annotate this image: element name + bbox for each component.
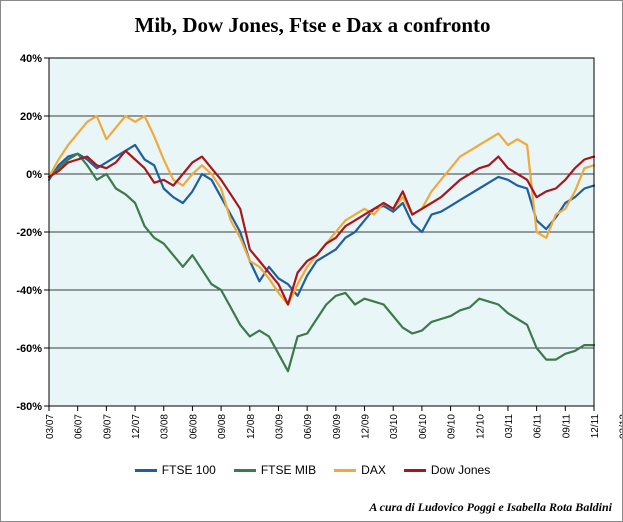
y-tick-label: -40% bbox=[16, 285, 42, 297]
y-tick-label: 40% bbox=[20, 53, 42, 65]
x-tick-label: 12/09 bbox=[361, 414, 372, 439]
legend-label: DAX bbox=[361, 463, 386, 477]
x-tick-label: 09/08 bbox=[217, 414, 228, 439]
series-lines bbox=[47, 114, 596, 373]
y-tick-label: -20% bbox=[16, 227, 42, 239]
x-tick-label: 12/10 bbox=[475, 414, 486, 439]
series-line-ftse-mib bbox=[47, 152, 596, 373]
plot-frame bbox=[48, 57, 595, 407]
legend-item: FTSE MIB bbox=[233, 463, 317, 477]
legend-swatch bbox=[134, 469, 157, 473]
x-tick-label: 06/10 bbox=[418, 414, 429, 439]
x-tick-label: 03/07 bbox=[45, 414, 56, 439]
x-tick-label: 03/11 bbox=[504, 414, 515, 439]
x-tick-label: 09/07 bbox=[102, 414, 113, 439]
y-tick-label: 20% bbox=[20, 111, 42, 123]
x-tick-label: 06/11 bbox=[533, 414, 544, 439]
x-tick-label: 12/11 bbox=[590, 414, 601, 439]
x-tick-label: 03/08 bbox=[160, 414, 171, 439]
legend-label: FTSE MIB bbox=[260, 463, 317, 477]
x-tick-label: 03/12 bbox=[619, 414, 623, 439]
x-tick-label: 12/07 bbox=[131, 414, 142, 439]
x-tick-label: 06/09 bbox=[303, 414, 314, 439]
legend-label: Dow Jones bbox=[430, 463, 491, 477]
legend-item: Dow Jones bbox=[403, 463, 491, 477]
legend-item: DAX bbox=[334, 463, 386, 477]
x-tick-label: 12/08 bbox=[246, 414, 257, 439]
x-tick-label: 09/10 bbox=[447, 414, 458, 439]
series-line-dow-jones bbox=[47, 149, 596, 306]
x-axis-ticks: 03/07 06/07 09/07 12/07 03/08 06/08 09/08 12/08… bbox=[45, 406, 623, 439]
legend-item: FTSE 100 bbox=[134, 463, 216, 477]
x-tick-label: 06/08 bbox=[188, 414, 199, 439]
legend-label: FTSE 100 bbox=[161, 463, 216, 477]
y-tick-label: -80% bbox=[16, 401, 42, 413]
credit-note: A cura di Ludovico Poggi e Isabella Rota… bbox=[369, 500, 612, 514]
x-tick-label: 03/09 bbox=[274, 414, 285, 439]
legend-swatch bbox=[233, 469, 256, 473]
y-tick-label: -60% bbox=[16, 343, 42, 355]
series-line-ftse-100 bbox=[47, 143, 596, 297]
chart-title: Mib, Dow Jones, Ftse e Dax a confronto bbox=[134, 13, 491, 37]
y-axis-ticks: 40% 20% 0% -20% -40% -60% -80% bbox=[16, 53, 49, 413]
legend-swatch bbox=[334, 469, 357, 473]
gridlines bbox=[49, 115, 594, 349]
x-tick-label: 06/07 bbox=[74, 414, 85, 439]
x-tick-label: 09/11 bbox=[561, 414, 572, 439]
legend-swatch bbox=[403, 469, 426, 473]
y-tick-label: 0% bbox=[26, 169, 42, 181]
legend: FTSE 100 FTSE MIB DAX Dow Jones bbox=[1, 463, 622, 477]
x-tick-label: 09/09 bbox=[332, 414, 343, 439]
x-tick-label: 03/10 bbox=[389, 414, 400, 439]
